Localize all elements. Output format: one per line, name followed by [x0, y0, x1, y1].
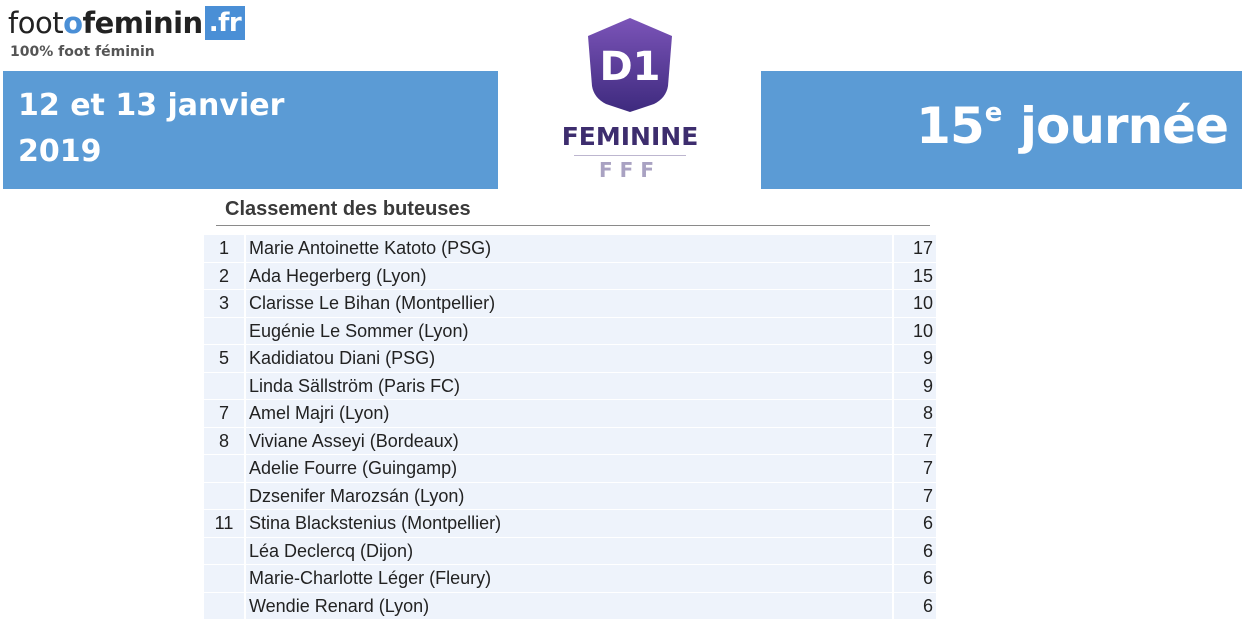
- goals-cell: 10: [894, 290, 936, 317]
- scorers-table: 1 Marie Antoinette Katoto (PSG) 17 2 Ada Heg…: [204, 235, 936, 620]
- table-row: 3 Clarisse Le Bihan (Montpellier) 10: [204, 290, 936, 318]
- round-title: 15e journée: [916, 83, 1229, 156]
- table-row: 7 Amel Majri (Lyon) 8: [204, 400, 936, 428]
- rank-cell: 3: [204, 290, 244, 317]
- site-logo[interactable]: foot o feminin .fr 100% foot féminin: [8, 6, 246, 60]
- d1-mark: D1: [599, 44, 660, 90]
- table-row: 1 Marie Antoinette Katoto (PSG) 17: [204, 235, 936, 263]
- table-title: Classement des buteuses: [225, 198, 471, 220]
- d1-feminine-logo: D1 FEMININE FFF: [560, 16, 700, 186]
- table-row: 2 Ada Hegerberg (Lyon) 15: [204, 262, 936, 290]
- rank-cell: [204, 482, 244, 509]
- rank-cell: [204, 537, 244, 564]
- goals-cell: 7: [894, 427, 936, 454]
- table-row: Marie-Charlotte Léger (Fleury) 6: [204, 565, 936, 593]
- player-cell: Dzsenifer Marozsán (Lyon): [246, 482, 892, 509]
- player-cell: Léa Declercq (Dijon): [246, 537, 892, 564]
- player-cell: Ada Hegerberg (Lyon): [246, 262, 892, 289]
- goals-cell: 9: [894, 372, 936, 399]
- goals-cell: 6: [894, 537, 936, 564]
- table-row: Dzsenifer Marozsán (Lyon) 7: [204, 482, 936, 510]
- goals-cell: 15: [894, 262, 936, 289]
- player-cell: Wendie Renard (Lyon): [246, 592, 892, 619]
- rank-cell: [204, 565, 244, 592]
- round-number: 15: [916, 97, 985, 155]
- table-row: 11 Stina Blackstenius (Montpellier) 6: [204, 510, 936, 538]
- player-cell: Clarisse Le Bihan (Montpellier): [246, 290, 892, 317]
- table-row: 5 Kadidiatou Diani (PSG) 9: [204, 345, 936, 373]
- date-banner: 12 et 13 janvier 2019: [3, 71, 498, 189]
- rank-cell: 7: [204, 400, 244, 427]
- d1-label: FEMININE: [561, 122, 699, 151]
- rank-cell: 8: [204, 427, 244, 454]
- rank-cell: [204, 317, 244, 344]
- player-cell: Linda Sällström (Paris FC): [246, 372, 892, 399]
- goals-cell: 17: [894, 235, 936, 262]
- rank-cell: 2: [204, 262, 244, 289]
- rank-cell: [204, 372, 244, 399]
- player-cell: Marie Antoinette Katoto (PSG): [246, 235, 892, 262]
- player-cell: Marie-Charlotte Léger (Fleury): [246, 565, 892, 592]
- title-divider: [216, 225, 930, 226]
- date-line-1: 12 et 13 janvier: [18, 88, 285, 123]
- logo-text-foot: foot: [8, 6, 64, 40]
- player-cell: Stina Blackstenius (Montpellier): [246, 510, 892, 537]
- goals-cell: 8: [894, 400, 936, 427]
- goals-cell: 7: [894, 455, 936, 482]
- rank-cell: [204, 592, 244, 619]
- table-row: Wendie Renard (Lyon) 6: [204, 592, 936, 620]
- player-cell: Kadidiatou Diani (PSG): [246, 345, 892, 372]
- table-row: Eugénie Le Sommer (Lyon) 10: [204, 317, 936, 345]
- table-row: Léa Declercq (Dijon) 6: [204, 537, 936, 565]
- player-cell: Eugénie Le Sommer (Lyon): [246, 317, 892, 344]
- goals-cell: 6: [894, 510, 936, 537]
- table-row: Adelie Fourre (Guingamp) 7: [204, 455, 936, 483]
- d1-shield-icon: D1: [588, 18, 672, 112]
- goals-cell: 6: [894, 565, 936, 592]
- match-dates: 12 et 13 janvier 2019: [18, 83, 284, 175]
- logo-text-o: o: [63, 6, 83, 40]
- player-cell: Amel Majri (Lyon): [246, 400, 892, 427]
- logo-domain-badge: .fr: [204, 6, 246, 40]
- logo-text-feminin: feminin: [82, 6, 204, 40]
- table-row: 8 Viviane Asseyi (Bordeaux) 7: [204, 427, 936, 455]
- table-row: Linda Sällström (Paris FC) 9: [204, 372, 936, 400]
- logo-tagline: 100% foot féminin: [10, 44, 155, 60]
- round-banner: 15e journée: [761, 71, 1242, 189]
- fff-label: FFF: [599, 158, 661, 182]
- goals-cell: 10: [894, 317, 936, 344]
- rank-cell: 1: [204, 235, 244, 262]
- rank-cell: 11: [204, 510, 244, 537]
- goals-cell: 7: [894, 482, 936, 509]
- goals-cell: 6: [894, 592, 936, 619]
- round-superscript: e: [984, 98, 1003, 128]
- player-cell: Adelie Fourre (Guingamp): [246, 455, 892, 482]
- player-cell: Viviane Asseyi (Bordeaux): [246, 427, 892, 454]
- date-line-2: 2019: [18, 134, 102, 169]
- d1-divider: [574, 155, 686, 156]
- goals-cell: 9: [894, 345, 936, 372]
- round-word: journée: [1019, 97, 1229, 155]
- rank-cell: 5: [204, 345, 244, 372]
- site-logo-wordmark: foot o feminin .fr: [8, 6, 246, 40]
- rank-cell: [204, 455, 244, 482]
